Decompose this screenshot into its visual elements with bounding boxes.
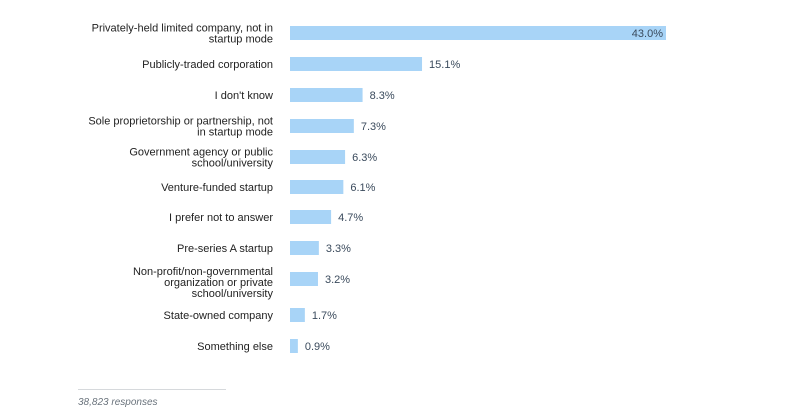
category-label-0: Privately-held limited company, not in st… (92, 23, 273, 46)
category-label-10: Something else (197, 341, 273, 353)
bar-9 (290, 308, 305, 322)
footer-divider (78, 389, 226, 390)
value-label-6: 4.7% (338, 212, 363, 224)
bar-7 (290, 241, 319, 255)
value-label-4: 6.3% (352, 152, 377, 164)
category-label-6: I prefer not to answer (169, 212, 273, 224)
value-label-10: 0.9% (305, 341, 330, 353)
bar-1 (290, 57, 423, 71)
category-label-9: State-owned company (164, 310, 274, 322)
bar-3 (290, 119, 354, 133)
bar-8 (290, 272, 318, 286)
value-label-1: 15.1% (429, 59, 460, 71)
category-label-5: Venture-funded startup (161, 182, 273, 194)
bar-10 (290, 339, 298, 353)
category-label-7: Pre-series A startup (177, 243, 273, 255)
category-label-3: Sole proprietorship or partnership, not i… (88, 116, 273, 139)
category-label-2: I don't know (215, 90, 273, 102)
bar-6 (290, 210, 332, 224)
value-label-5: 6.1% (350, 182, 375, 194)
category-label-4: Government agency or public school/univer… (129, 147, 273, 170)
value-label-0: 43.0% (632, 28, 663, 40)
bar-0 (290, 26, 666, 40)
value-label-8: 3.2% (325, 274, 350, 286)
value-label-2: 8.3% (370, 90, 395, 102)
bar-2 (290, 88, 363, 102)
response-count: 38,823 responses (78, 397, 158, 408)
value-label-3: 7.3% (361, 121, 386, 133)
category-label-1: Publicly-traded corporation (142, 59, 273, 71)
value-label-7: 3.3% (326, 243, 351, 255)
bar-5 (290, 180, 344, 194)
bar-chart: 43.0% Privately-held limited company, not… (88, 23, 666, 353)
bar-4 (290, 150, 346, 164)
category-label-8: Non-profit/non-governmental organization … (133, 266, 274, 300)
value-label-9: 1.7% (312, 310, 337, 322)
